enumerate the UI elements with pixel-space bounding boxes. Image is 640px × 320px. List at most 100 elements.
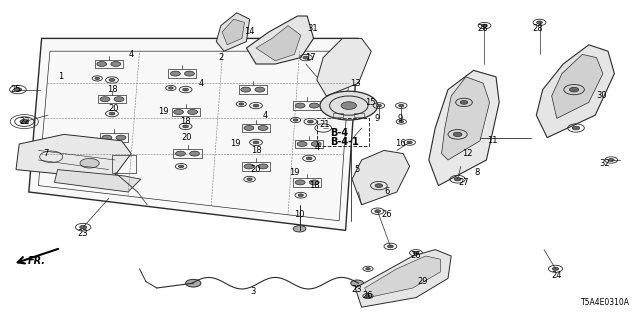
Circle shape xyxy=(297,141,307,147)
Polygon shape xyxy=(352,150,410,205)
Text: 19: 19 xyxy=(289,168,300,177)
Circle shape xyxy=(80,226,86,229)
Circle shape xyxy=(453,132,462,137)
Circle shape xyxy=(189,151,200,156)
Text: 20: 20 xyxy=(182,133,192,142)
Polygon shape xyxy=(16,134,131,179)
Circle shape xyxy=(114,97,124,102)
Text: 22: 22 xyxy=(19,117,29,126)
Polygon shape xyxy=(216,13,250,51)
Bar xyxy=(98,95,126,103)
Text: 27: 27 xyxy=(459,178,469,187)
Circle shape xyxy=(303,56,308,59)
Text: 3: 3 xyxy=(250,287,255,296)
Bar xyxy=(242,124,270,132)
Polygon shape xyxy=(256,26,301,61)
Polygon shape xyxy=(442,77,490,160)
Circle shape xyxy=(80,158,99,168)
Text: 4: 4 xyxy=(129,50,134,59)
Text: 23: 23 xyxy=(352,285,362,294)
Circle shape xyxy=(320,91,378,120)
Bar xyxy=(168,69,196,78)
Circle shape xyxy=(183,125,188,128)
Text: 9: 9 xyxy=(375,114,380,123)
Circle shape xyxy=(102,135,112,140)
Circle shape xyxy=(116,135,126,140)
Circle shape xyxy=(552,267,559,270)
Circle shape xyxy=(365,268,371,270)
Text: T5A4E0310A: T5A4E0310A xyxy=(581,298,630,307)
Circle shape xyxy=(168,87,173,89)
Circle shape xyxy=(179,165,184,168)
Text: 16: 16 xyxy=(395,140,405,148)
Text: 9: 9 xyxy=(397,114,403,123)
Polygon shape xyxy=(222,19,244,45)
Text: 18: 18 xyxy=(310,181,320,190)
Text: 25: 25 xyxy=(10,85,20,94)
Bar xyxy=(100,133,128,142)
Circle shape xyxy=(244,164,254,169)
Polygon shape xyxy=(246,16,314,64)
Text: 28: 28 xyxy=(478,24,488,33)
Bar xyxy=(173,149,202,158)
Bar xyxy=(333,113,343,117)
Circle shape xyxy=(170,71,180,76)
Text: B-4-1: B-4-1 xyxy=(330,137,359,148)
Text: 11: 11 xyxy=(488,136,498,145)
Text: 20: 20 xyxy=(108,104,118,113)
Circle shape xyxy=(399,104,404,107)
Polygon shape xyxy=(54,170,141,192)
Circle shape xyxy=(255,87,265,92)
Text: 23: 23 xyxy=(78,229,88,238)
Circle shape xyxy=(375,210,380,212)
Circle shape xyxy=(298,194,303,196)
Text: FR.: FR. xyxy=(28,256,46,266)
Bar xyxy=(242,162,270,171)
Circle shape xyxy=(184,71,195,76)
Text: 4: 4 xyxy=(263,111,268,120)
Circle shape xyxy=(175,151,186,156)
Circle shape xyxy=(258,125,268,131)
Circle shape xyxy=(183,88,188,91)
Circle shape xyxy=(309,103,319,108)
Circle shape xyxy=(413,252,419,254)
Text: 14: 14 xyxy=(244,28,255,36)
Text: 18: 18 xyxy=(180,117,191,126)
Bar xyxy=(354,113,364,117)
Text: 1: 1 xyxy=(58,72,63,81)
Text: 24: 24 xyxy=(552,271,562,280)
Circle shape xyxy=(307,157,312,160)
Text: 19: 19 xyxy=(230,140,241,148)
Circle shape xyxy=(14,88,22,92)
Circle shape xyxy=(247,178,252,180)
Text: 2: 2 xyxy=(218,53,223,62)
Circle shape xyxy=(186,279,201,287)
Bar xyxy=(112,155,136,173)
Circle shape xyxy=(239,103,244,105)
Text: 26: 26 xyxy=(382,210,392,219)
Text: 19: 19 xyxy=(158,108,168,116)
Polygon shape xyxy=(317,38,371,96)
Circle shape xyxy=(293,226,306,232)
Polygon shape xyxy=(29,38,358,230)
Circle shape xyxy=(20,119,29,124)
Circle shape xyxy=(105,149,110,152)
Circle shape xyxy=(258,164,268,169)
Bar xyxy=(95,60,123,68)
Circle shape xyxy=(241,87,251,92)
Circle shape xyxy=(253,141,259,144)
Polygon shape xyxy=(365,256,440,298)
Circle shape xyxy=(365,295,371,297)
Circle shape xyxy=(95,77,100,80)
Text: 30: 30 xyxy=(596,92,607,100)
Circle shape xyxy=(482,24,488,27)
Circle shape xyxy=(309,180,319,185)
Circle shape xyxy=(388,245,393,248)
Circle shape xyxy=(608,158,614,161)
Bar xyxy=(293,178,321,187)
Circle shape xyxy=(570,87,579,92)
Circle shape xyxy=(341,102,356,109)
Circle shape xyxy=(407,141,412,144)
Bar xyxy=(317,118,369,146)
Polygon shape xyxy=(429,70,499,186)
